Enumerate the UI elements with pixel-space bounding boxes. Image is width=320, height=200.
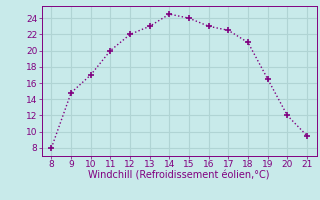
- X-axis label: Windchill (Refroidissement éolien,°C): Windchill (Refroidissement éolien,°C): [88, 171, 270, 181]
